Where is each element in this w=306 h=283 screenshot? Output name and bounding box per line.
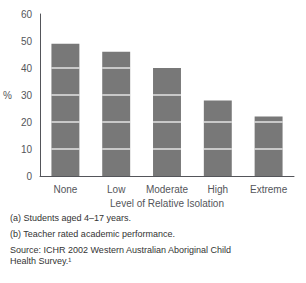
- svg-text:Level of Relative Isolation: Level of Relative Isolation: [110, 198, 224, 209]
- svg-text:40: 40: [21, 63, 33, 74]
- svg-text:Moderate: Moderate: [146, 184, 189, 195]
- svg-text:(b) Teacher rated academic per: (b) Teacher rated academic performance.: [10, 229, 175, 239]
- svg-text:High: High: [208, 184, 229, 195]
- svg-text:(a) Students aged 4–17 years.: (a) Students aged 4–17 years.: [10, 213, 131, 223]
- svg-text:Low: Low: [107, 184, 126, 195]
- svg-text:Health Survey.¹: Health Survey.¹: [10, 256, 71, 266]
- svg-text:0: 0: [26, 171, 32, 182]
- svg-text:30: 30: [21, 90, 33, 101]
- svg-text:Extreme: Extreme: [250, 184, 288, 195]
- svg-text:Source: ICHR 2002 Western Aust: Source: ICHR 2002 Western Australian Abo…: [10, 245, 231, 255]
- svg-text:%: %: [3, 90, 12, 101]
- svg-text:50: 50: [21, 36, 33, 47]
- svg-text:10: 10: [21, 144, 33, 155]
- svg-text:20: 20: [21, 117, 33, 128]
- svg-text:None: None: [53, 184, 77, 195]
- svg-text:60: 60: [21, 9, 33, 20]
